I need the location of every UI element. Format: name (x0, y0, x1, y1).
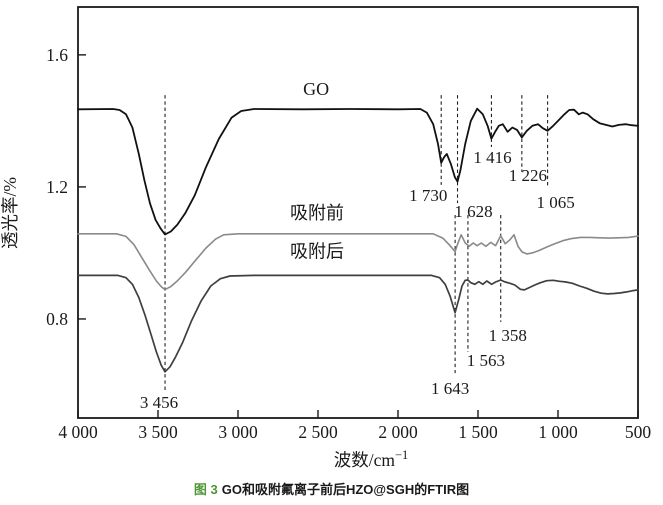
annotation-label-1563: 1 563 (467, 351, 505, 370)
x-tick-label: 3 500 (138, 422, 178, 442)
curve-label-series-0: GO (303, 79, 329, 99)
annotation-label-1730: 1 730 (409, 186, 447, 205)
y-tick-label: 1.6 (46, 45, 68, 65)
x-tick-label: 1 000 (538, 422, 578, 442)
x-tick-label: 4 000 (58, 422, 98, 442)
curve-label-series-1: 吸附前 (290, 203, 344, 223)
annotation-label-1065: 1 065 (536, 193, 574, 212)
annotation-label-1628: 1 628 (454, 202, 492, 221)
x-tick-label: 2 000 (378, 422, 418, 442)
curve-label-series-2: 吸附后 (290, 242, 344, 262)
annotation-label-1358: 1 358 (489, 326, 527, 345)
x-tick-label: 500 (625, 422, 652, 442)
annotation-label-1643: 1 643 (431, 379, 469, 398)
ftir-chart-canvas: 4 000 3 500 3 000 2 500 2 000 1 500 1 000 500 1.… (0, 6, 652, 470)
curve-series-2 (77, 274, 639, 373)
annotation-label-1226: 1 226 (509, 166, 547, 185)
annotation-label-3456: 3 456 (140, 393, 178, 412)
figure-caption: 图 3 GO和吸附氟离子前后HZO@SGH的FTIR图 (0, 480, 663, 500)
y-tick-label: 0.8 (46, 309, 68, 329)
figure-title: GO和吸附氟离子前后HZO@SGH的FTIR图 (221, 482, 470, 497)
y-tick-label: 1.2 (46, 177, 68, 197)
curve-series-0 (77, 107, 639, 236)
curve-series-1 (77, 233, 639, 291)
x-tick-label: 2 500 (298, 422, 338, 442)
figure-number: 图 3 (193, 482, 218, 497)
x-axis-title: 波数/cm−1 (334, 448, 409, 470)
x-tick-label: 3 000 (218, 422, 258, 442)
annotation-label-1416: 1 416 (473, 148, 511, 167)
ftir-chart: 4 000 3 500 3 000 2 500 2 000 1 500 1 000 500 1.… (0, 6, 652, 470)
plot-frame (77, 6, 639, 419)
x-tick-label: 1 500 (458, 422, 498, 442)
y-axis-title: 透光率/% (0, 177, 20, 249)
